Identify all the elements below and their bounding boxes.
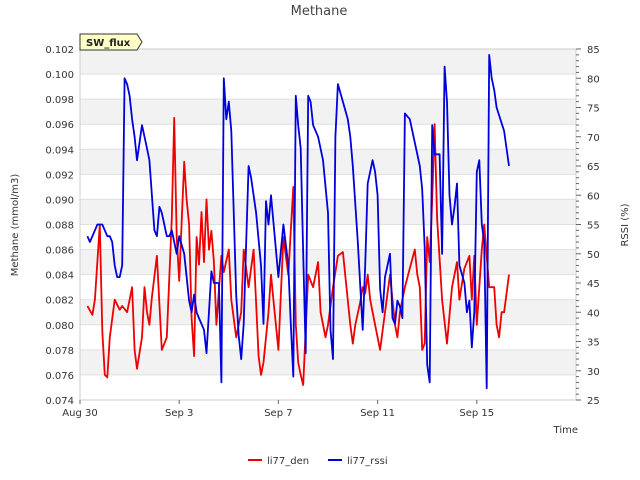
y-axis-left: 0.074 0.076 0.078 0.080 0.082 0.084 0.086 0.088… bbox=[45, 45, 74, 407]
y-tick-label: 0.080 bbox=[45, 321, 74, 332]
x-axis-title: Time bbox=[553, 425, 578, 436]
y-tick-label: 0.098 bbox=[45, 95, 74, 106]
y-tick-label: 0.096 bbox=[45, 120, 74, 131]
y2-tick-label: 40 bbox=[587, 308, 600, 319]
y-tick-label: 0.078 bbox=[45, 346, 74, 357]
series-line-li77-den bbox=[86, 117, 510, 386]
y2-tick-label: 65 bbox=[587, 162, 600, 173]
grid-band bbox=[80, 74, 576, 100]
y2-tick-label: 45 bbox=[587, 279, 600, 290]
y-tick-label: 0.074 bbox=[45, 396, 74, 407]
y-tick-label: 0.092 bbox=[45, 170, 74, 181]
grid-band bbox=[80, 124, 576, 150]
legend-label-li77-den: li77_den bbox=[267, 456, 309, 467]
x-tick-label: Sep 7 bbox=[264, 408, 292, 419]
series-layer bbox=[86, 54, 510, 390]
grid-band bbox=[80, 99, 576, 125]
grid-band bbox=[80, 149, 576, 175]
y2-tick-label: 70 bbox=[587, 133, 600, 144]
sw-flux-badge: SW_flux bbox=[79, 33, 143, 51]
x-axis: Aug 30 Sep 3 Sep 7 Sep 11 Sep 15 bbox=[62, 400, 494, 419]
x-tick-label: Sep 11 bbox=[360, 408, 395, 419]
legend: li77_den li77_rssi bbox=[248, 456, 388, 467]
y-tick-label: 0.086 bbox=[45, 246, 74, 257]
y-tick-label: 0.090 bbox=[45, 195, 74, 206]
grid-band bbox=[80, 349, 576, 375]
series-line-li77-rssi bbox=[86, 54, 510, 390]
chart-title: Methane bbox=[291, 4, 348, 19]
y-tick-label: 0.100 bbox=[45, 70, 74, 81]
y-tick-label: 0.088 bbox=[45, 221, 74, 232]
x-tick-label: Sep 15 bbox=[459, 408, 494, 419]
y-tick-label: 0.094 bbox=[45, 145, 74, 156]
y2-tick-label: 75 bbox=[587, 104, 600, 115]
grid-band bbox=[80, 49, 576, 75]
y2-tick-label: 35 bbox=[587, 338, 600, 349]
y-tick-label: 0.102 bbox=[45, 45, 74, 56]
y-tick-label: 0.084 bbox=[45, 271, 74, 282]
grid-band bbox=[80, 174, 576, 200]
legend-label-li77-rssi: li77_rssi bbox=[347, 456, 388, 467]
y-tick-label: 0.076 bbox=[45, 371, 74, 382]
y-axis-right: 25 30 35 40 45 50 55 60 65 70 75 80 85 bbox=[576, 45, 600, 407]
y2-tick-label: 85 bbox=[587, 45, 600, 56]
y2-tick-label: 30 bbox=[587, 367, 600, 378]
y2-tick-label: 50 bbox=[587, 250, 600, 261]
x-tick-label: Sep 3 bbox=[165, 408, 193, 419]
y2-tick-label: 55 bbox=[587, 221, 600, 232]
badge-label: SW_flux bbox=[86, 38, 131, 49]
y2-axis-title: RSSI (%) bbox=[620, 203, 631, 246]
y2-tick-label: 60 bbox=[587, 191, 600, 202]
grid-band bbox=[80, 374, 576, 400]
y2-tick-label: 25 bbox=[587, 396, 600, 407]
y-tick-label: 0.082 bbox=[45, 296, 74, 307]
y-axis-title: Methane (mmol/m3) bbox=[10, 174, 21, 277]
y2-tick-label: 80 bbox=[587, 74, 600, 85]
x-tick-label: Aug 30 bbox=[62, 408, 97, 419]
